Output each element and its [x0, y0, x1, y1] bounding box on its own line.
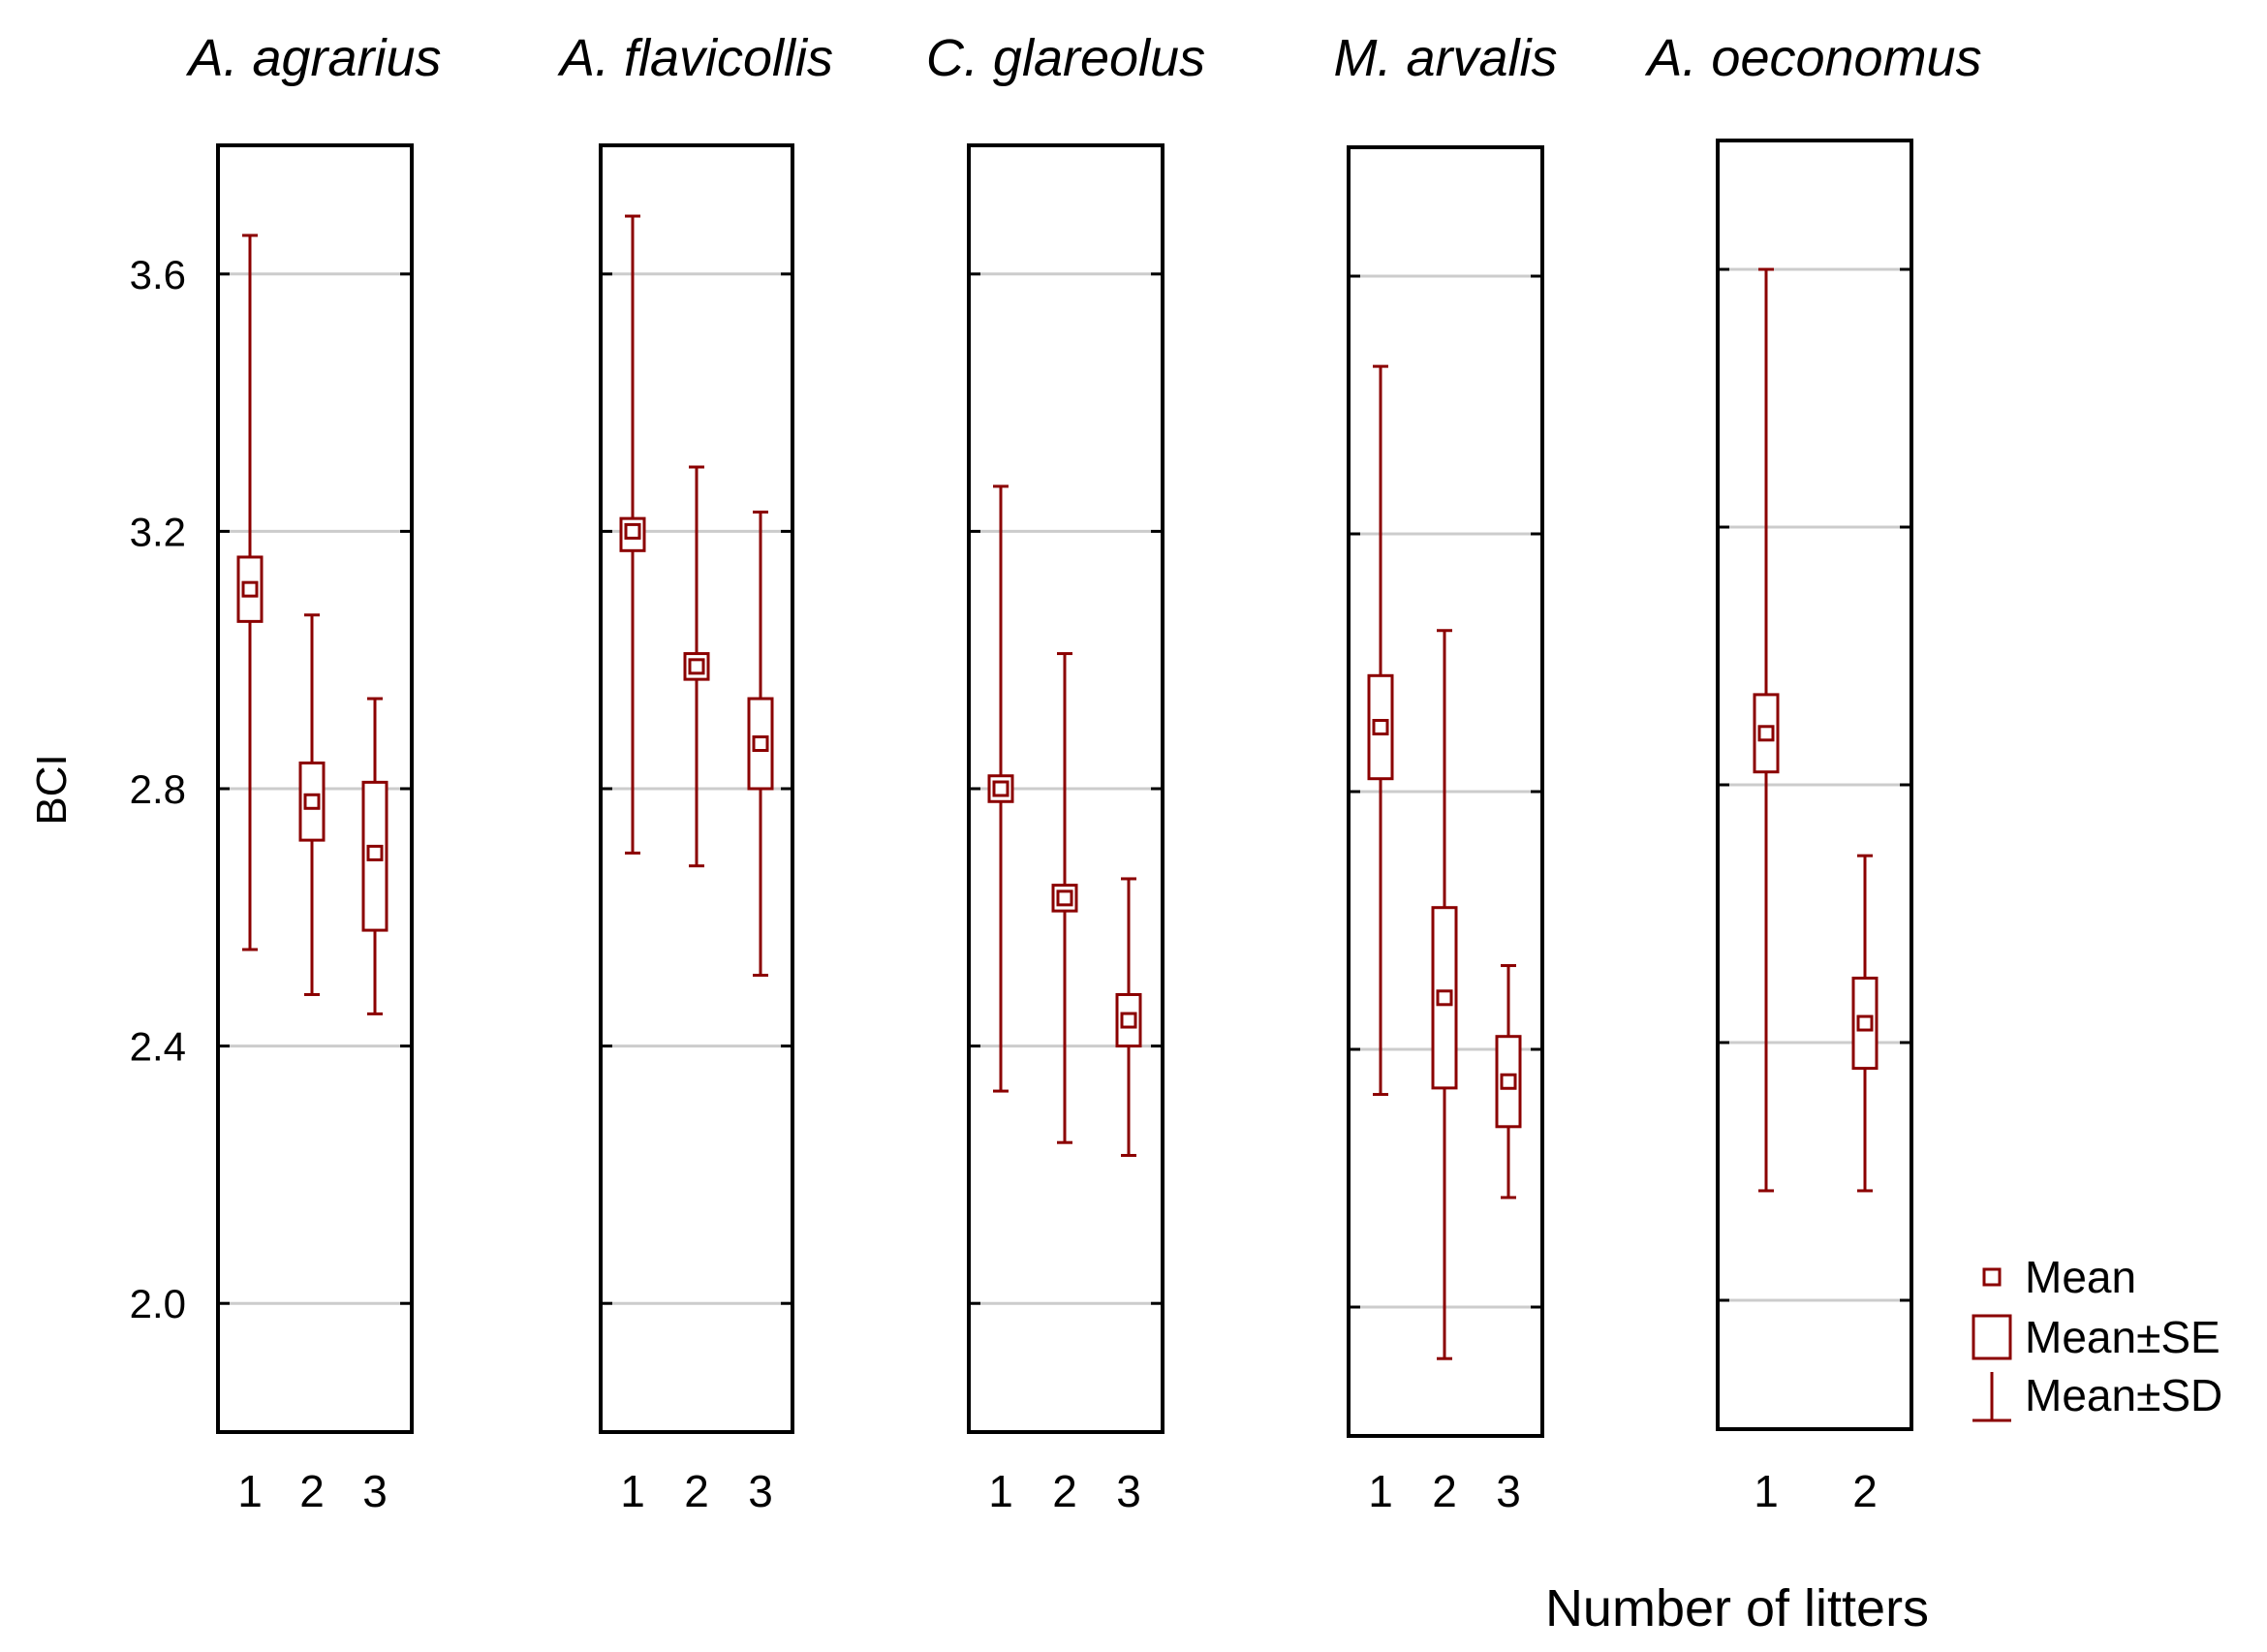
- x-tick-label: 1: [1754, 1466, 1779, 1516]
- x-tick-label: 1: [1368, 1466, 1393, 1516]
- legend-label: Mean±SE: [2025, 1312, 2220, 1362]
- panel-title: A. agrarius: [185, 29, 441, 87]
- panel-title: A. oeconomus: [1644, 29, 1981, 87]
- group-2: [298, 613, 326, 996]
- panel-frame: [1347, 145, 1544, 1438]
- y-tick-label: 2.8: [130, 766, 186, 812]
- mean-marker: [303, 793, 321, 810]
- group-3: [1115, 877, 1142, 1157]
- mean-marker: [1856, 1014, 1874, 1032]
- panel-frame: [1716, 139, 1913, 1431]
- panel-frame: [967, 143, 1165, 1434]
- panel-4: M. arvalis 1 2 3: [1333, 29, 1557, 1516]
- mean-marker: [1372, 719, 1389, 735]
- group-3: [1495, 964, 1522, 1200]
- mean-marker: [1056, 889, 1073, 907]
- legend: Mean Mean±SE Mean±SD: [1972, 1252, 2222, 1422]
- x-tick-label: 2: [1052, 1466, 1077, 1516]
- x-tick-label: 2: [299, 1466, 325, 1516]
- group-1: [1367, 364, 1394, 1097]
- x-tick-label: 1: [620, 1466, 645, 1516]
- legend-se-marker: [1972, 1314, 2012, 1360]
- y-tick-label: 2.0: [130, 1281, 186, 1326]
- legend-label: Mean±SD: [2025, 1370, 2222, 1420]
- x-tick-label: 2: [1852, 1466, 1878, 1516]
- legend-mean-marker: [1982, 1267, 2002, 1287]
- group-1: [1753, 267, 1780, 1193]
- x-tick-label: 2: [684, 1466, 709, 1516]
- y-tick-label: 3.2: [130, 509, 186, 554]
- group-3: [747, 510, 774, 978]
- panel-1: A. agrarius 2.0 2.4 2.8 3.2 3.6 1 2 3: [130, 29, 442, 1516]
- panel-frame: [599, 143, 794, 1434]
- x-tick-label: 3: [1116, 1466, 1141, 1516]
- panel-title: A. flavicollis: [557, 29, 833, 87]
- mean-marker: [1500, 1073, 1517, 1090]
- group-1: [987, 484, 1014, 1093]
- panel-2: A. flavicollis 1 2 3: [557, 29, 833, 1516]
- mean-marker: [1436, 989, 1453, 1007]
- mean-marker: [241, 580, 259, 598]
- x-tick-label: 2: [1432, 1466, 1457, 1516]
- y-tick-label: 3.6: [130, 252, 186, 297]
- panel-3: C. glareolus 1 2 3: [926, 29, 1205, 1516]
- mean-marker: [752, 735, 769, 753]
- panel-frame: [216, 143, 414, 1434]
- legend-label: Mean: [2025, 1252, 2136, 1302]
- group-1: [236, 234, 264, 951]
- x-tick-label: 1: [988, 1466, 1013, 1516]
- group-2: [683, 465, 710, 868]
- group-2: [1851, 854, 1879, 1193]
- y-axis-label: BCI: [28, 754, 76, 825]
- x-axis-label: Number of litters: [1545, 1579, 1929, 1637]
- panel-5: A. oeconomus 1 2: [1644, 29, 1981, 1516]
- panel-title: C. glareolus: [926, 29, 1205, 87]
- mean-marker: [366, 844, 384, 861]
- mean-marker: [992, 780, 1009, 797]
- mean-marker: [1757, 725, 1775, 742]
- group-2: [1431, 629, 1458, 1360]
- mean-marker: [1120, 1012, 1137, 1029]
- mean-marker: [624, 522, 641, 540]
- x-tick-label: 3: [748, 1466, 773, 1516]
- panel-title: M. arvalis: [1333, 29, 1557, 87]
- x-tick-label: 3: [362, 1466, 388, 1516]
- x-tick-label: 3: [1496, 1466, 1521, 1516]
- group-2: [1051, 652, 1078, 1144]
- group-1: [619, 214, 646, 855]
- group-3: [361, 697, 388, 1015]
- x-tick-label: 1: [237, 1466, 263, 1516]
- mean-marker: [688, 658, 705, 675]
- y-tick-label: 2.4: [130, 1024, 186, 1070]
